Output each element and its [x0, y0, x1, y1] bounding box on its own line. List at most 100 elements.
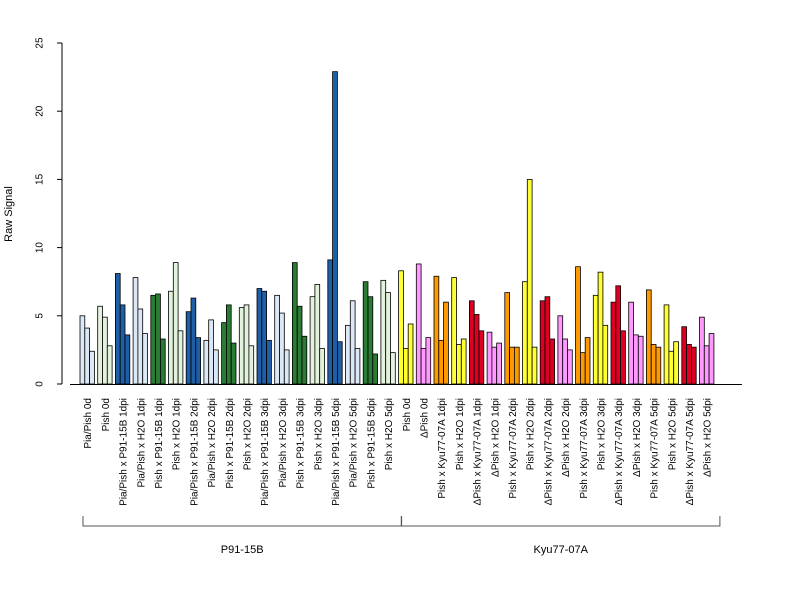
bar	[526, 178, 533, 385]
x-tick-label: Pish x H2O 1dpi	[455, 398, 466, 470]
bar	[514, 346, 520, 385]
bar	[633, 334, 639, 385]
bar	[456, 344, 462, 385]
bar	[691, 346, 697, 385]
y-axis: 0 5 10 15 20 25	[35, 37, 63, 387]
bar	[208, 319, 214, 385]
bar	[602, 324, 609, 385]
bar	[592, 294, 599, 385]
y-tick-label: 10	[35, 242, 46, 254]
bar	[102, 316, 108, 385]
bar	[150, 294, 157, 385]
bar	[119, 304, 126, 385]
bar	[115, 273, 121, 385]
bar	[597, 271, 604, 385]
bar	[650, 344, 657, 385]
bar	[390, 352, 396, 385]
bar	[443, 301, 449, 385]
x-tick-label: ΔPish x H2O 5dpi	[703, 398, 714, 477]
x-tick-label: Pish x Kyu77-07A 5dpi	[650, 398, 661, 499]
bar	[637, 335, 644, 385]
bar	[668, 350, 675, 385]
bar	[97, 305, 103, 385]
y-axis-label: Raw Signal	[3, 186, 15, 242]
bar	[89, 350, 95, 385]
bar	[646, 289, 652, 385]
bar	[279, 312, 285, 385]
bar	[314, 284, 321, 385]
x-tick-label: ΔPish x Kyu77-07A 3dpi	[614, 398, 625, 505]
bar	[132, 277, 139, 385]
bar	[238, 307, 245, 385]
bar	[549, 338, 555, 385]
bar	[478, 330, 485, 385]
bar	[567, 349, 573, 385]
bar	[580, 352, 586, 385]
bar	[274, 294, 280, 385]
bars	[70, 71, 742, 385]
x-tick-labels: Pia/Pish 0d Pish 0d Pia/Pish x P91-15B 1dp…	[83, 398, 714, 506]
bar	[681, 326, 687, 385]
x-tick-label: Pia/Pish 0d	[83, 398, 94, 449]
bar	[190, 297, 197, 385]
bar	[79, 315, 86, 385]
bar	[185, 311, 192, 385]
bar	[155, 293, 161, 385]
bar	[354, 348, 361, 385]
group-brackets: P91-15B Kyu77-07A	[82, 516, 721, 556]
x-tick-label: Pia/Pish x H2O 1dpi	[136, 398, 147, 488]
bar	[620, 330, 626, 385]
x-tick-label: Pish x Kyu77-07A 2dpi	[508, 398, 519, 499]
bar	[491, 346, 498, 385]
bar	[663, 304, 670, 385]
bar	[402, 348, 409, 385]
group-label: P91-15B	[221, 544, 264, 556]
x-tick-label: ΔPish x Kyu77-07A 5dpi	[685, 398, 696, 505]
bar	[336, 341, 343, 385]
bar	[309, 296, 316, 385]
bar	[539, 300, 546, 385]
bar	[256, 288, 263, 385]
bar	[420, 348, 427, 385]
x-tick-label: Pish x H2O 5dpi	[667, 398, 678, 470]
bar	[562, 338, 568, 385]
x-tick-label: Pia/Pish x P91-15B 1dpi	[119, 398, 130, 506]
bar	[372, 353, 378, 385]
bar	[673, 341, 679, 385]
bar	[655, 346, 662, 385]
bar	[296, 305, 303, 385]
bar	[486, 331, 493, 385]
bar	[380, 279, 387, 385]
x-tick-label: Pish x H2O 5dpi	[384, 398, 395, 470]
x-tick-label: Pia/Pish x P91-15B 2dpi	[189, 398, 200, 506]
bar	[84, 327, 91, 385]
group-label: Kyu77-07A	[534, 544, 589, 556]
y-tick-label: 5	[35, 313, 46, 319]
x-tick-label: Pia/Pish x H2O 2dpi	[207, 398, 218, 488]
bar	[332, 71, 338, 385]
bar	[159, 338, 166, 385]
x-tick-label: Pish 0d	[101, 398, 112, 431]
x-tick-label: Pish x Kyu77-07A 3dpi	[579, 398, 590, 499]
bar	[319, 348, 325, 385]
x-tick-label: Pish x P91-15B 1dpi	[154, 398, 165, 489]
bar	[106, 345, 113, 385]
bar	[248, 345, 255, 385]
x-tick-label: Pish x H2O 3dpi	[597, 398, 608, 470]
x-tick-label: ΔPish x H2O 1dpi	[490, 398, 501, 477]
x-tick-label: Pish x P91-15B 2dpi	[225, 398, 236, 489]
bar	[367, 296, 374, 385]
bar	[584, 337, 591, 385]
bar	[522, 281, 528, 385]
bar	[230, 342, 237, 385]
bar	[708, 333, 715, 385]
bar	[425, 337, 432, 385]
bar	[221, 322, 227, 385]
bar	[261, 290, 267, 385]
x-tick-label: Pia/Pish x P91-15B 5dpi	[331, 398, 342, 506]
x-tick-label: Pish x P91-15B 5dpi	[366, 398, 377, 489]
bar	[142, 333, 148, 385]
x-tick-label: Pia/Pish x H2O 3dpi	[278, 398, 289, 488]
bar	[177, 330, 184, 385]
